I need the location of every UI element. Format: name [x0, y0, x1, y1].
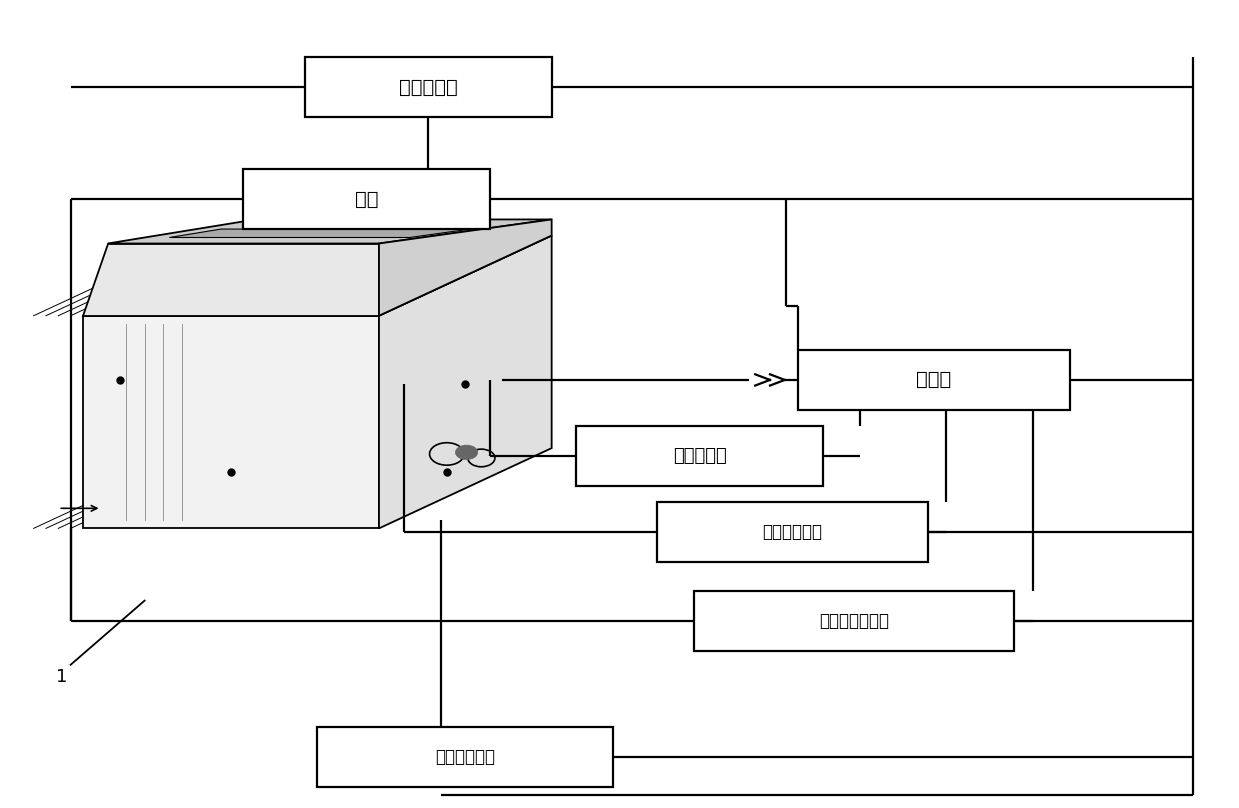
Text: 1: 1 — [56, 668, 68, 686]
Bar — [694, 591, 1015, 650]
Text: 水泵: 水泵 — [354, 190, 378, 209]
Bar — [305, 57, 551, 117]
Bar — [576, 426, 823, 486]
Polygon shape — [83, 235, 551, 316]
Polygon shape — [108, 220, 551, 243]
Bar — [243, 170, 489, 229]
Bar — [798, 350, 1069, 410]
Polygon shape — [83, 316, 379, 528]
Text: 电池管理装置: 电池管理装置 — [762, 524, 823, 541]
Text: 温度传感器: 温度传感器 — [673, 447, 726, 465]
Polygon shape — [379, 220, 551, 316]
Text: 太阳能控制装置: 太阳能控制装置 — [819, 612, 888, 629]
Polygon shape — [379, 235, 551, 528]
Text: 流量传感器: 流量传感器 — [399, 78, 457, 96]
Text: 控制器: 控制器 — [917, 370, 952, 389]
Polygon shape — [83, 243, 379, 316]
Bar — [657, 503, 928, 562]
Bar — [317, 727, 613, 787]
Circle shape — [456, 445, 478, 460]
Polygon shape — [170, 229, 471, 238]
Text: 加热控制装置: 加热控制装置 — [435, 748, 496, 766]
